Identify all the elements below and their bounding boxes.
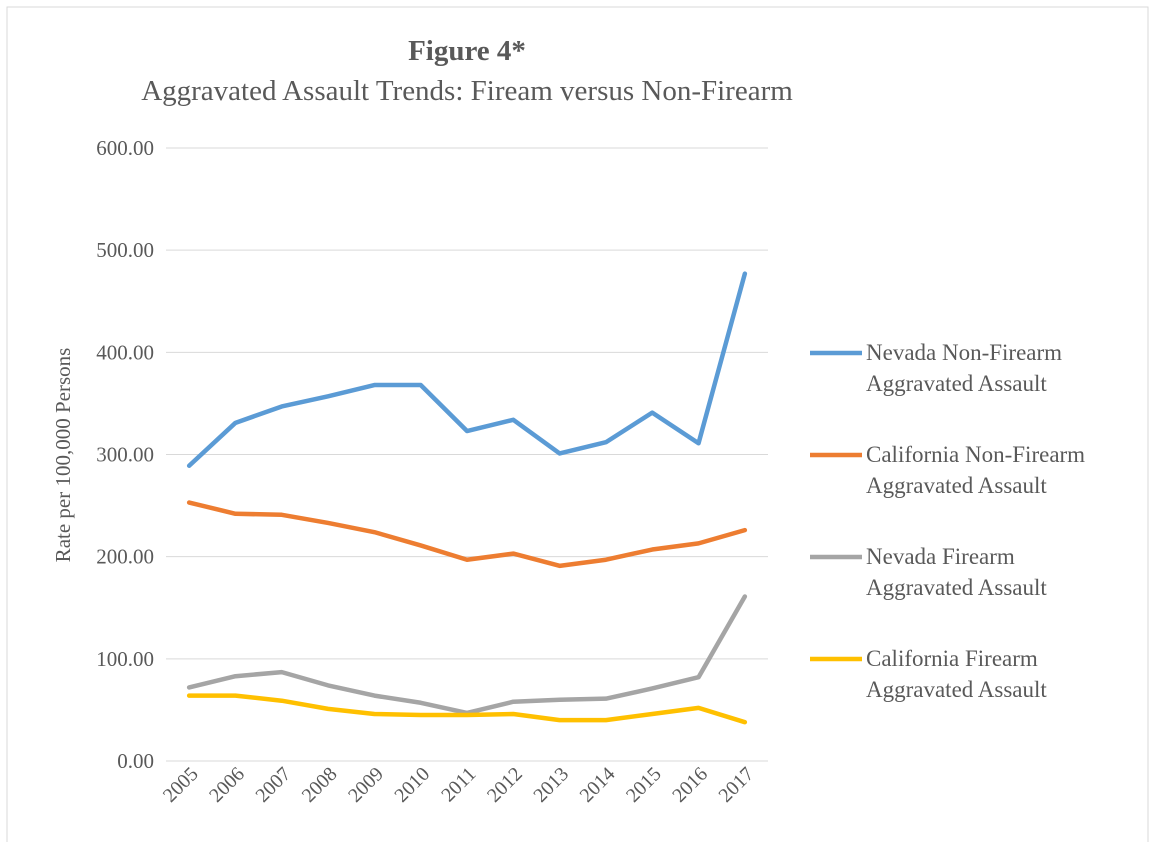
x-tick-label: 2013	[529, 763, 573, 807]
series-line	[186, 271, 748, 468]
legend-label: California Non-Firearm Aggravated Assaul…	[866, 442, 1086, 498]
x-tick-label: 2005	[159, 763, 203, 807]
x-tick-label: 2008	[298, 763, 342, 807]
y-tick-label: 600.00	[96, 136, 154, 160]
legend-label: Nevada Non-Firearm Aggravated Assault	[866, 340, 1063, 396]
legend-label: California Firearm Aggravated Assault	[866, 646, 1047, 702]
y-tick-label: 400.00	[96, 340, 154, 364]
y-tick-label: 500.00	[96, 238, 154, 262]
y-tick-label: 200.00	[96, 545, 154, 569]
x-tick-label: 2014	[576, 763, 620, 807]
chart-title: Figure 4*	[408, 35, 526, 67]
x-tick-label: 2012	[483, 763, 527, 807]
legend-label: Nevada Firearm Aggravated Assault	[866, 544, 1047, 600]
chart-subtitle: Aggravated Assault Trends: Fiream versus…	[141, 75, 793, 107]
x-tick-label: 2015	[622, 763, 666, 807]
chart-border	[6, 6, 1149, 842]
series-line	[186, 500, 748, 569]
x-tick-label: 2011	[437, 763, 480, 806]
y-tick-label: 100.00	[96, 647, 154, 671]
series-line	[186, 594, 748, 716]
y-axis-label: Rate per 100,000 Persons	[51, 348, 75, 563]
x-tick-label: 2006	[205, 763, 249, 807]
x-tick-label: 2010	[390, 763, 434, 807]
x-tick-label: 2007	[251, 763, 295, 807]
x-tick-label: 2017	[715, 763, 759, 807]
x-tick-label: 2009	[344, 763, 388, 807]
series-line	[186, 693, 748, 725]
x-tick-label: 2016	[668, 763, 712, 807]
y-tick-label: 0.00	[117, 749, 154, 773]
y-tick-label: 300.00	[96, 443, 154, 467]
